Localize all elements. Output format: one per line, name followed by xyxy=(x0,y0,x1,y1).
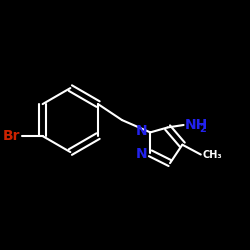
Text: N: N xyxy=(136,147,147,161)
Text: Br: Br xyxy=(3,129,20,143)
Text: CH₃: CH₃ xyxy=(202,150,222,160)
Text: 2: 2 xyxy=(199,124,205,134)
Text: NH: NH xyxy=(185,118,208,132)
Text: N: N xyxy=(136,124,147,138)
